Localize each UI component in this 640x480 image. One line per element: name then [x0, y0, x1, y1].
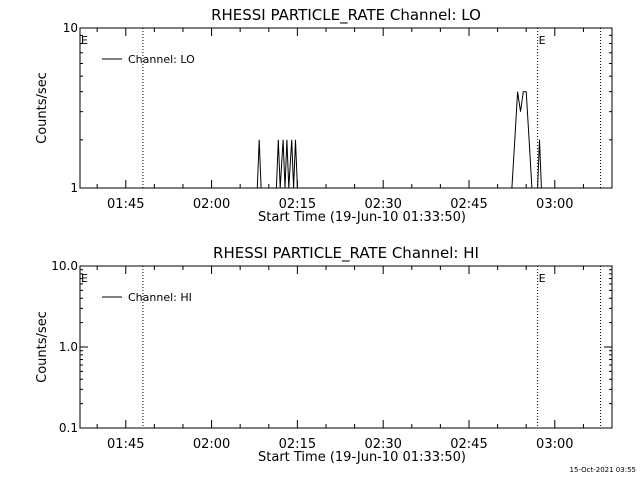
plot-frame-lo — [79, 27, 613, 189]
x-tick-label-lo: 02:45 — [450, 197, 487, 212]
data-series-lo-0 — [256, 91, 542, 189]
x-tick-label-hi: 02:30 — [364, 437, 401, 452]
x-tick-label-lo: 02:00 — [193, 197, 230, 212]
event-marker-label-hi: E — [539, 272, 546, 285]
x-axis-label-lo: Start Time (19-Jun-10 01:33:50) — [258, 210, 466, 225]
event-marker-label-hi: E — [81, 272, 88, 285]
legend-label-lo: Channel: LO — [128, 53, 195, 66]
x-tick-label-hi: 03:00 — [536, 437, 573, 452]
plot-timestamp: 15-Oct-2021 03:55 — [569, 466, 636, 474]
event-marker-label-lo: E — [539, 34, 546, 47]
x-tick-label-lo: 02:30 — [364, 197, 401, 212]
x-tick-label-lo: 02:15 — [279, 197, 316, 212]
x-tick-label-hi: 02:00 — [193, 437, 230, 452]
y-tick-label-hi: 1.0 — [59, 340, 78, 354]
event-marker-label-lo: E — [81, 34, 88, 47]
chart-title-lo: RHESSI PARTICLE_RATE Channel: LO — [211, 6, 481, 25]
x-tick-label-hi: 02:45 — [450, 437, 487, 452]
x-tick-label-hi: 01:45 — [107, 437, 144, 452]
x-axis-label-hi: Start Time (19-Jun-10 01:33:50) — [258, 450, 466, 465]
y-axis-label-hi: Counts/sec — [35, 311, 50, 383]
x-tick-label-lo: 03:00 — [536, 197, 573, 212]
y-axis-label-lo: Counts/sec — [35, 72, 50, 144]
y-tick-label-lo: 10 — [63, 21, 78, 35]
y-tick-label-hi: 0.1 — [59, 421, 78, 435]
legend-label-hi: Channel: HI — [128, 291, 192, 304]
y-tick-label-hi: 10.0 — [51, 259, 78, 273]
x-tick-label-hi: 02:15 — [279, 437, 316, 452]
chart-title-hi: RHESSI PARTICLE_RATE Channel: HI — [213, 244, 479, 263]
x-tick-label-lo: 01:45 — [107, 197, 144, 212]
y-tick-label-lo: 1 — [70, 181, 78, 195]
